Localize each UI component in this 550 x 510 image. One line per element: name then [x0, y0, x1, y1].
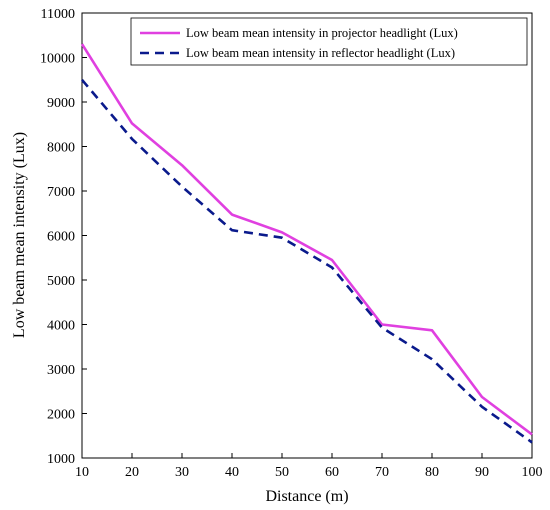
y-tick-label: 10000 [40, 52, 75, 67]
x-tick-label: 50 [275, 465, 289, 480]
x-tick-label: 70 [375, 465, 389, 480]
x-tick-label: 10 [75, 465, 89, 480]
y-axis-ticks: 1000 2000 3000 4000 5000 6000 7000 8000 9000 1000… [40, 7, 87, 467]
x-tick-label: 40 [225, 465, 239, 480]
x-tick-label: 100 [522, 465, 543, 480]
x-tick-label: 80 [425, 465, 439, 480]
x-axis-ticks: 10 20 30 40 50 60 70 80 90 100 [75, 453, 543, 480]
plot-frame [81, 12, 533, 459]
x-tick-label: 30 [175, 465, 189, 480]
legend-label-reflector: Low beam mean intensity in reflector hea… [186, 46, 455, 60]
x-tick-label: 20 [125, 465, 139, 480]
y-tick-label: 8000 [47, 141, 75, 156]
y-tick-label: 3000 [47, 363, 75, 378]
legend-label-projector: Low beam mean intensity in projector hea… [186, 26, 458, 40]
x-axis-title: Distance (m) [265, 488, 348, 505]
legend-box [130, 17, 528, 66]
y-tick-label: 2000 [47, 408, 75, 423]
y-tick-label: 6000 [47, 230, 75, 245]
y-tick-label: 1000 [47, 452, 75, 467]
x-tick-label: 90 [475, 465, 489, 480]
series-line-projector [80, 43, 533, 436]
y-tick-label: 11000 [41, 7, 75, 22]
y-tick-label: 4000 [47, 319, 75, 334]
x-tick-label: 60 [325, 465, 339, 480]
y-axis-title: Low beam mean intensity (Lux) [11, 132, 28, 338]
legend: Low beam mean intensity in projector hea… [130, 17, 528, 66]
series-layer [80, 43, 533, 444]
series-line-reflector [81, 78, 533, 444]
y-tick-label: 9000 [47, 96, 75, 111]
y-tick-label: 7000 [47, 185, 75, 200]
y-tick-label: 5000 [47, 274, 75, 289]
